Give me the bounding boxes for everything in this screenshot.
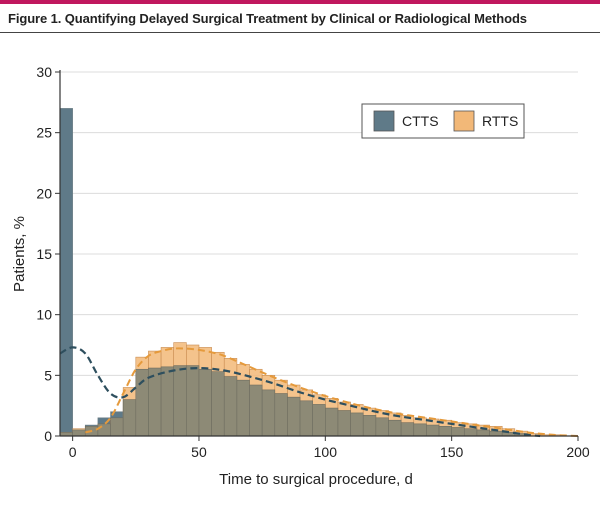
bar-overlap <box>97 423 111 437</box>
legend: CTTS RTTS <box>361 103 525 139</box>
bar-overlap <box>198 368 212 437</box>
bar-overlap <box>362 415 377 437</box>
legend-swatch-ctts <box>373 110 395 132</box>
y-tick-label: 10 <box>36 307 52 323</box>
bar-overlap <box>489 430 503 437</box>
overlap-bars <box>59 365 528 437</box>
bar-overlap <box>211 371 225 437</box>
x-tick-label: 200 <box>566 444 590 460</box>
y-tick-label: 20 <box>36 185 52 201</box>
bar-overlap <box>287 396 301 437</box>
title-rule <box>0 32 600 33</box>
bar-overlap <box>236 379 250 437</box>
accent-bar <box>0 0 600 4</box>
density-curve-ctts <box>59 346 541 438</box>
bar-overlap <box>148 367 162 437</box>
bar-overlap <box>400 422 415 437</box>
bar-overlap <box>72 429 86 437</box>
bar-overlap <box>274 393 288 437</box>
bar-overlap <box>160 366 175 437</box>
x-tick-label: 150 <box>440 444 464 460</box>
bar-overlap <box>325 407 339 437</box>
bar-overlap <box>375 417 389 437</box>
bar-overlap <box>122 399 137 437</box>
bar-overlap <box>110 417 124 437</box>
figure-title: Figure 1. Quantifying Delayed Surgical T… <box>8 11 527 26</box>
legend-swatch-rtts <box>453 110 475 132</box>
bar-overlap <box>249 384 263 437</box>
bar-overlap <box>451 427 465 437</box>
bar-overlap <box>173 365 187 437</box>
bar-overlap <box>350 412 364 437</box>
density-curves <box>59 346 579 438</box>
x-tick-label: 50 <box>191 444 207 460</box>
bar-overlap <box>438 425 452 437</box>
y-axis-label: Patients, % <box>11 216 28 292</box>
y-tick-label: 5 <box>44 367 52 383</box>
bar-overlap <box>337 410 351 437</box>
x-axis-label: Time to surgical procedure, d <box>219 471 413 488</box>
y-tick-label: 15 <box>36 246 52 262</box>
bar-overlap <box>135 368 149 437</box>
legend-label-rtts: RTTS <box>482 113 518 129</box>
bar-overlap <box>186 365 200 437</box>
density-curve-rtts <box>85 347 579 437</box>
y-tick-label: 25 <box>36 125 52 141</box>
bar-overlap <box>299 400 313 437</box>
bar-overlap <box>476 429 490 437</box>
bar-overlap <box>426 424 440 437</box>
y-tick-label: 30 <box>36 64 52 80</box>
bar-overlap <box>388 419 402 437</box>
bar-overlap <box>223 376 238 437</box>
bar-ctts <box>59 108 73 437</box>
tick-labels: 0 5 10 15 20 25 30 0 50 100 150 200 <box>36 64 589 460</box>
y-tick-label: 0 <box>44 428 52 444</box>
x-tick-label: 100 <box>314 444 338 460</box>
bar-overlap <box>312 404 326 437</box>
bar-overlap <box>413 423 427 437</box>
legend-label-ctts: CTTS <box>402 113 439 129</box>
x-tick-label: 0 <box>69 444 77 460</box>
bar-overlap <box>463 428 478 437</box>
bar-overlap <box>261 389 276 437</box>
